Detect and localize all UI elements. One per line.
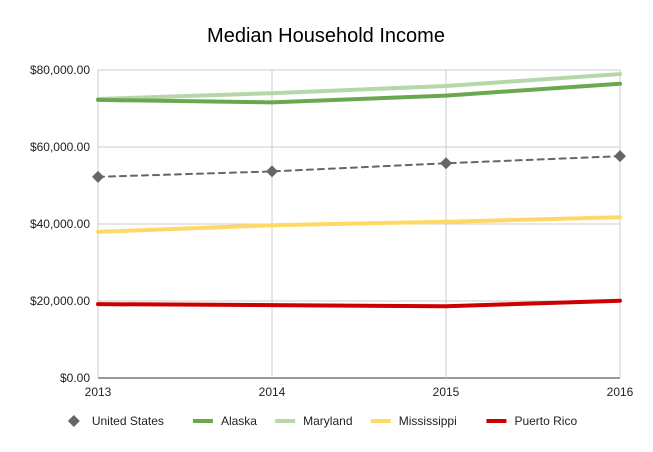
legend-label: Mississippi	[399, 414, 457, 428]
legend-item: United States	[67, 414, 164, 428]
legend: United States Alaska Maryland Mississippi Pu…	[67, 414, 577, 428]
x-tick-label: 2013	[85, 385, 112, 399]
y-tick-label: $0.00	[60, 371, 90, 385]
x-tick-label: 2016	[607, 385, 634, 399]
series-line-alaska	[96, 81, 622, 105]
y-tick-label: $60,000.00	[30, 140, 90, 154]
legend-item: Puerto Rico	[486, 414, 577, 428]
series-line-puerto-rico	[96, 298, 622, 309]
data-point-marker	[266, 165, 278, 178]
series-line-united-states	[97, 155, 621, 178]
data-point-marker	[614, 150, 626, 163]
data-point-marker	[92, 170, 104, 183]
legend-label: Puerto Rico	[514, 414, 577, 428]
legend-label: United States	[92, 414, 164, 428]
y-tick-label: $40,000.00	[30, 217, 90, 231]
series-lines	[92, 72, 626, 309]
x-tick-label: 2015	[433, 385, 460, 399]
legend-swatch	[67, 415, 80, 427]
legend-item: Alaska	[192, 414, 257, 428]
data-point-marker	[440, 157, 452, 170]
chart-title: Median Household Income	[207, 25, 445, 47]
series-line-mississippi	[96, 215, 622, 234]
legend-item: Mississippi	[370, 414, 457, 428]
legend-item: Maryland	[275, 414, 353, 428]
series-line-maryland	[96, 72, 622, 101]
legend-label: Maryland	[303, 414, 352, 428]
x-axis-ticks: 2013 2014 2015 2016	[85, 385, 634, 399]
x-tick-label: 2014	[259, 385, 286, 399]
y-tick-label: $80,000.00	[30, 63, 90, 77]
y-tick-label: $20,000.00	[30, 294, 90, 308]
y-axis-ticks: $0.00 $20,000.00 $40,000.00 $60,000.00 $80,0…	[30, 63, 90, 385]
legend-label: Alaska	[221, 414, 257, 428]
